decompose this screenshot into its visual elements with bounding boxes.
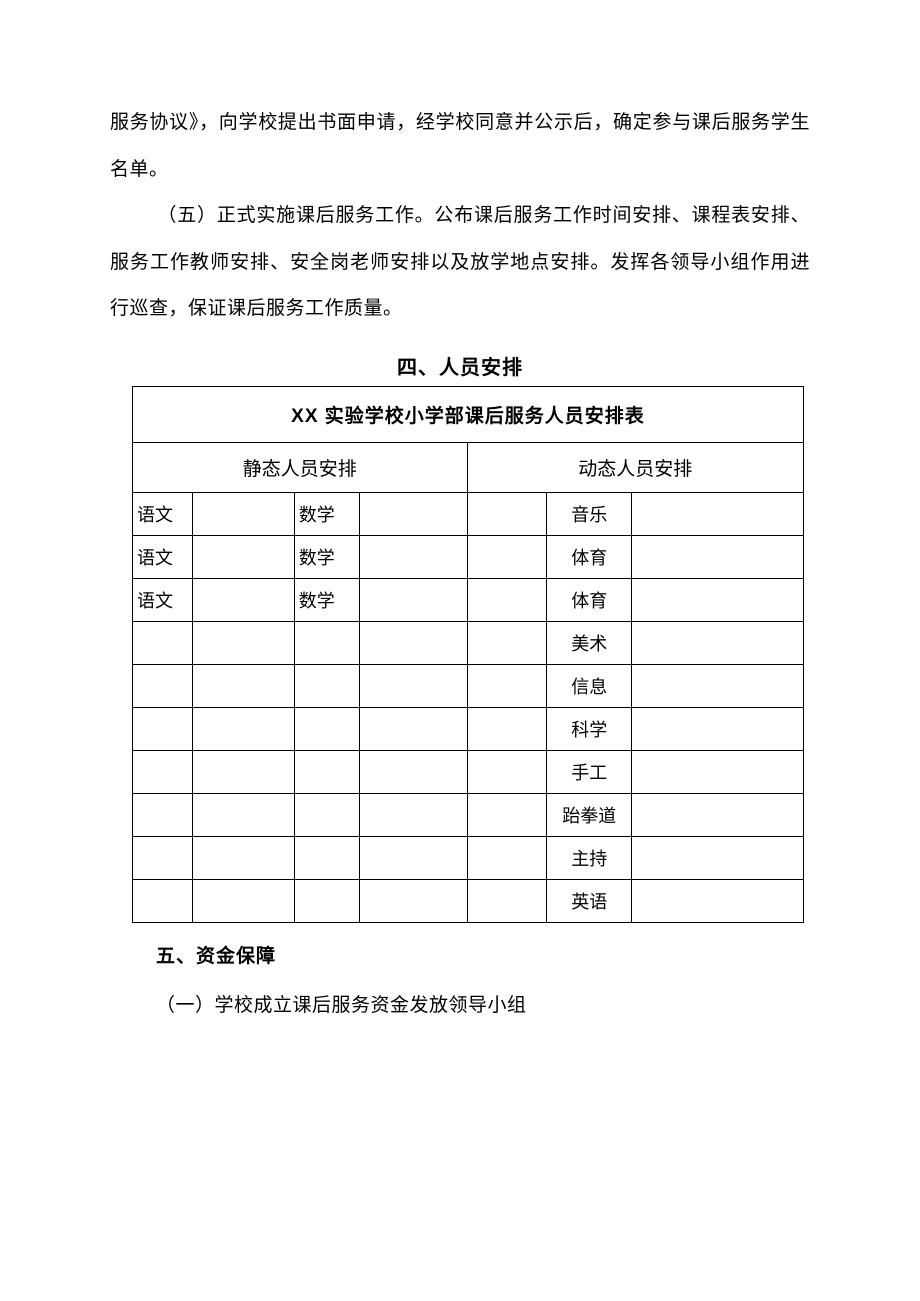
cell-c2 — [192, 535, 294, 578]
cell-c1 — [133, 750, 193, 793]
cell-c1: 语文 — [133, 492, 193, 535]
cell-c5 — [467, 578, 547, 621]
table-wrapper: XX 实验学校小学部课后服务人员安排表 静态人员安排 动态人员安排 语文 数学 … — [132, 386, 810, 923]
cell-c3 — [294, 621, 359, 664]
cell-c5 — [467, 707, 547, 750]
table-row: 语文 数学 体育 — [133, 535, 804, 578]
cell-c2 — [192, 707, 294, 750]
cell-c6: 跆拳道 — [547, 793, 632, 836]
cell-c1 — [133, 621, 193, 664]
cell-c6: 美术 — [547, 621, 632, 664]
cell-c5 — [467, 492, 547, 535]
cell-c2 — [192, 750, 294, 793]
cell-c6: 体育 — [547, 535, 632, 578]
cell-c3: 数学 — [294, 578, 359, 621]
cell-c7 — [632, 879, 804, 922]
cell-c3 — [294, 664, 359, 707]
cell-c2 — [192, 664, 294, 707]
section-heading-4: 四、人员安排 — [110, 351, 810, 380]
paragraph-item5: （五）正式实施课后服务工作。公布课后服务工作时间安排、课程表安排、服务工作教师安… — [110, 193, 810, 333]
cell-c2 — [192, 879, 294, 922]
cell-c5 — [467, 879, 547, 922]
table-row: 语文 数学 体育 — [133, 578, 804, 621]
cell-c4 — [359, 535, 467, 578]
cell-c1 — [133, 793, 193, 836]
cell-c6: 音乐 — [547, 492, 632, 535]
cell-c1 — [133, 879, 193, 922]
cell-c7 — [632, 535, 804, 578]
cell-c6: 体育 — [547, 578, 632, 621]
table-header-left: 静态人员安排 — [133, 442, 468, 492]
section-heading-5: 五、资金保障 — [156, 941, 810, 968]
table-row: 英语 — [133, 879, 804, 922]
table-row: 语文 数学 音乐 — [133, 492, 804, 535]
cell-c3: 数学 — [294, 492, 359, 535]
paragraph-continuation: 服务协议》，向学校提出书面申请，经学校同意并公示后，确定参与课后服务学生名单。 — [110, 100, 810, 193]
staff-arrangement-table: XX 实验学校小学部课后服务人员安排表 静态人员安排 动态人员安排 语文 数学 … — [132, 386, 804, 923]
cell-c7 — [632, 578, 804, 621]
cell-c7 — [632, 836, 804, 879]
cell-c7 — [632, 793, 804, 836]
cell-c3 — [294, 750, 359, 793]
cell-c4 — [359, 664, 467, 707]
cell-c4 — [359, 750, 467, 793]
cell-c7 — [632, 621, 804, 664]
cell-c3: 数学 — [294, 535, 359, 578]
table-row: 信息 — [133, 664, 804, 707]
cell-c4 — [359, 879, 467, 922]
table-row: 美术 — [133, 621, 804, 664]
cell-c6: 信息 — [547, 664, 632, 707]
table-row: 手工 — [133, 750, 804, 793]
cell-c4 — [359, 492, 467, 535]
cell-c4 — [359, 578, 467, 621]
cell-c6: 科学 — [547, 707, 632, 750]
cell-c1: 语文 — [133, 535, 193, 578]
table-title-row: XX 实验学校小学部课后服务人员安排表 — [133, 386, 804, 442]
cell-c2 — [192, 836, 294, 879]
cell-c2 — [192, 492, 294, 535]
cell-c1 — [133, 836, 193, 879]
cell-c6: 英语 — [547, 879, 632, 922]
cell-c3 — [294, 879, 359, 922]
item-5-1: （一）学校成立课后服务资金发放领导小组 — [156, 990, 810, 1017]
cell-c6: 手工 — [547, 750, 632, 793]
cell-c6: 主持 — [547, 836, 632, 879]
cell-c2 — [192, 578, 294, 621]
cell-c2 — [192, 621, 294, 664]
cell-c4 — [359, 621, 467, 664]
cell-c7 — [632, 492, 804, 535]
table-row: 跆拳道 — [133, 793, 804, 836]
cell-c4 — [359, 836, 467, 879]
cell-c5 — [467, 621, 547, 664]
cell-c5 — [467, 836, 547, 879]
table-header-row: 静态人员安排 动态人员安排 — [133, 442, 804, 492]
cell-c5 — [467, 793, 547, 836]
cell-c5 — [467, 664, 547, 707]
cell-c4 — [359, 707, 467, 750]
table-header-right: 动态人员安排 — [467, 442, 804, 492]
cell-c1: 语文 — [133, 578, 193, 621]
cell-c3 — [294, 707, 359, 750]
cell-c3 — [294, 836, 359, 879]
cell-c1 — [133, 664, 193, 707]
cell-c1 — [133, 707, 193, 750]
cell-c7 — [632, 750, 804, 793]
cell-c4 — [359, 793, 467, 836]
cell-c7 — [632, 707, 804, 750]
table-row: 主持 — [133, 836, 804, 879]
table-title-cell: XX 实验学校小学部课后服务人员安排表 — [133, 386, 804, 442]
cell-c7 — [632, 664, 804, 707]
cell-c5 — [467, 750, 547, 793]
table-row: 科学 — [133, 707, 804, 750]
cell-c5 — [467, 535, 547, 578]
cell-c3 — [294, 793, 359, 836]
cell-c2 — [192, 793, 294, 836]
